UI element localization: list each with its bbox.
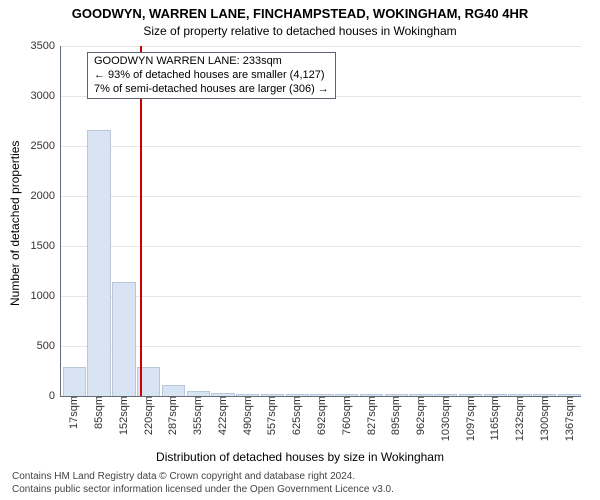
histogram-bar — [87, 130, 110, 396]
chart-plot-area: 050010001500200025003000350017sqm85sqm15… — [60, 46, 581, 397]
credit-line-2: Contains public sector information licen… — [12, 483, 394, 496]
y-axis-label: Number of detached properties — [8, 141, 22, 306]
x-tick-label: 490sqm — [240, 396, 254, 435]
chart-title-subtitle: Size of property relative to detached ho… — [0, 24, 600, 38]
gridline-h — [61, 46, 581, 47]
x-tick-label: 625sqm — [289, 396, 303, 435]
x-tick-label: 152sqm — [116, 396, 130, 435]
x-tick-label: 962sqm — [413, 396, 427, 435]
x-tick-label: 355sqm — [190, 396, 204, 435]
y-tick-label: 2000 — [31, 190, 61, 202]
x-tick-label: 1232sqm — [512, 396, 526, 441]
annotation-box: GOODWYN WARREN LANE: 233sqm ← 93% of det… — [87, 52, 336, 99]
y-tick-label: 3500 — [31, 40, 61, 52]
x-tick-label: 557sqm — [264, 396, 278, 435]
gridline-h — [61, 296, 581, 297]
y-tick-label: 1000 — [31, 290, 61, 302]
x-axis-label: Distribution of detached houses by size … — [0, 450, 600, 464]
x-tick-label: 1367sqm — [562, 396, 576, 441]
gridline-h — [61, 246, 581, 247]
credit-line-1: Contains HM Land Registry data © Crown c… — [12, 470, 394, 483]
x-tick-label: 1165sqm — [487, 396, 501, 440]
x-tick-label: 85sqm — [91, 396, 105, 429]
x-tick-label: 692sqm — [314, 396, 328, 435]
y-tick-label: 3000 — [31, 90, 61, 102]
x-tick-label: 422sqm — [215, 396, 229, 435]
x-tick-label: 1030sqm — [438, 396, 452, 441]
x-tick-label: 1300sqm — [537, 396, 551, 441]
credit-text: Contains HM Land Registry data © Crown c… — [12, 470, 394, 496]
annotation-line-2: ← 93% of detached houses are smaller (4,… — [94, 69, 329, 83]
gridline-h — [61, 346, 581, 347]
gridline-h — [61, 146, 581, 147]
x-tick-label: 220sqm — [141, 396, 155, 435]
y-tick-label: 500 — [37, 340, 61, 352]
annotation-line-1: GOODWYN WARREN LANE: 233sqm — [94, 55, 329, 69]
x-tick-label: 1097sqm — [463, 396, 477, 441]
x-tick-label: 17sqm — [66, 396, 80, 429]
chart-title-address: GOODWYN, WARREN LANE, FINCHAMPSTEAD, WOK… — [0, 6, 600, 21]
x-tick-label: 760sqm — [339, 396, 353, 435]
y-tick-label: 1500 — [31, 240, 61, 252]
histogram-bar — [162, 385, 185, 396]
gridline-h — [61, 196, 581, 197]
x-tick-label: 895sqm — [388, 396, 402, 435]
y-tick-label: 0 — [49, 390, 61, 402]
x-tick-label: 827sqm — [364, 396, 378, 435]
y-tick-label: 2500 — [31, 140, 61, 152]
histogram-bar — [112, 282, 135, 396]
x-tick-label: 287sqm — [165, 396, 179, 435]
annotation-line-3: 7% of semi-detached houses are larger (3… — [94, 83, 329, 97]
histogram-bar — [63, 367, 86, 396]
